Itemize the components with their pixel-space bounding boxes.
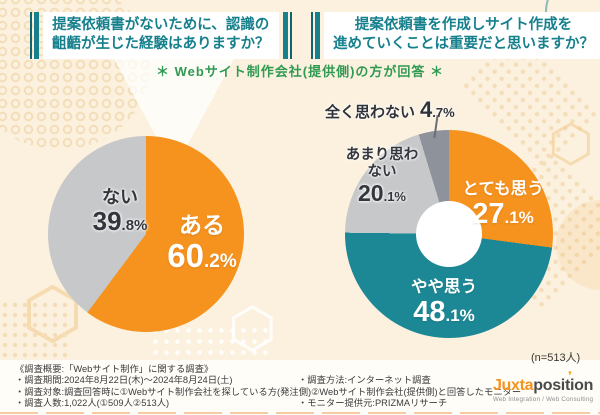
logo-wordmark: Juxtaposition ❜ [492, 368, 594, 394]
hexagon-outline-right: ⬡ [548, 115, 594, 173]
sample-size-note: (n=513人) [531, 352, 581, 364]
question-header-right: 提案依頼書を作成しサイト作成を 進めていくことは重要だと思いますか？ [311, 12, 600, 60]
survey-count: ・調査人数:1,022人(①509人②513人) [15, 397, 170, 408]
slice-label-nai: ない 39.8% [92, 187, 148, 236]
white-dot-arc [150, 325, 270, 357]
survey-target-line: ・調査対象:調査回答時に①Webサイト制作会社を探している方(発注側)②Webサ… [15, 386, 522, 397]
survey-period: ・調査期間:2024年8月22日(木)～2024年8月24日(土) [15, 375, 233, 386]
company-logo: Juxtaposition ❜ Web Integration / Web Co… [492, 368, 594, 403]
question1-title-line1: 提案依頼書がないために、認識の [52, 17, 270, 33]
survey-overview-line: 《調査概要:「Webサイト制作」に関する調査》 [15, 364, 214, 374]
question-header-left: 提案依頼書がないために、認識の 齟齬が生じた経験はありますか？ [30, 12, 292, 60]
slice-label-amari-omowanai: あまり思わない 20.1% [345, 147, 419, 207]
slice-label-yaya-omou: やや思う 48.1% [411, 278, 477, 329]
question2-title-line2: 進めていくことは重要だと思いますか？ [333, 36, 594, 53]
survey-monitor-provider: ・モニター提供元:PRIZMAリサーチ [298, 397, 448, 408]
slice-label-totemo-omou: とても思う 27.1% [462, 180, 544, 231]
dot-pattern-bottomleft [0, 300, 70, 360]
respondent-subtitle: ＊ Webサイト制作会社(提供側)の方が回答 ＊ [155, 64, 445, 79]
hexagon-outline-center: ⬡ [228, 296, 277, 359]
question2-title-line1: 提案依頼書を作成しサイト作成を [354, 17, 573, 33]
survey-period-method-line: ・調査期間:2024年8月22日(木)～2024年8月24日(土) ・調査方法:イ… [15, 375, 521, 386]
question1-title-line2: 齟齬が生じた経験はありますか？ [52, 36, 270, 53]
header-bars-left-icon [30, 12, 43, 60]
survey-count-provider-line: ・調査人数:1,022人(①509人②513人) ・モニター提供元:PRIZMAリ… [15, 398, 521, 409]
header-bars-left-icon [311, 12, 324, 60]
slice-label-mattaku-omowanai: 全く思わない 4.7% [325, 97, 455, 122]
header-bars-right-icon [279, 12, 292, 60]
survey-method: ・調査方法:インターネット調査 [298, 375, 431, 386]
orange-circle-right [556, 200, 600, 290]
logo-tagline: Web Integration / Web Consulting [492, 395, 594, 403]
survey-footer: 《調査概要:「Webサイト制作」に関する調査》 ・調査期間:2024年8月22日… [0, 360, 600, 415]
bottom-dashed-divider [0, 412, 600, 414]
slice-label-aru: ある 60.2% [167, 212, 237, 275]
